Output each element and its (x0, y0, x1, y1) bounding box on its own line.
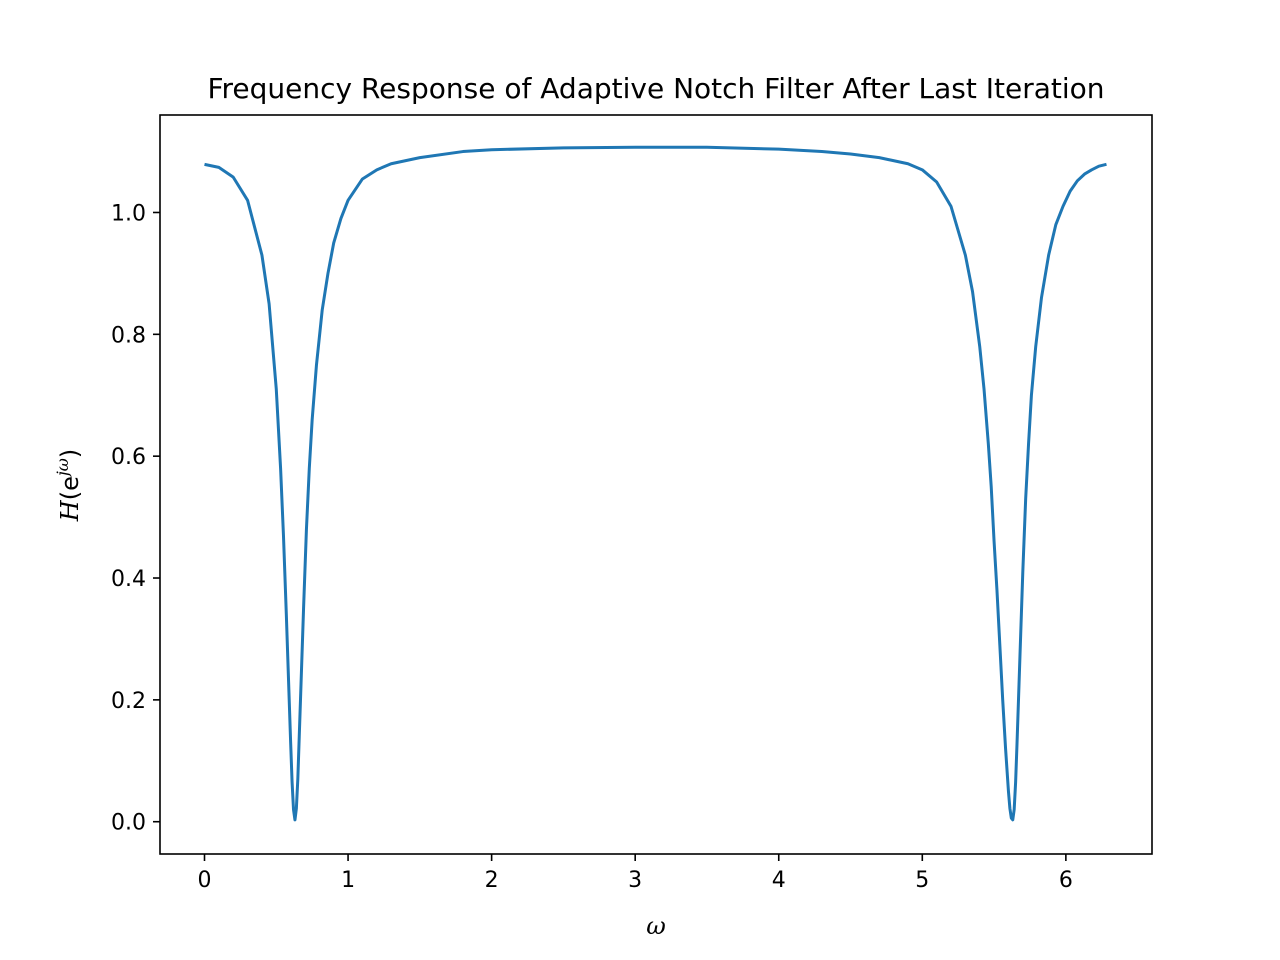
axes-frame (159, 114, 1153, 855)
y-tick-label: 0.8 (111, 323, 146, 348)
y-tick-label: 0.4 (111, 567, 146, 592)
x-tick-label: 2 (485, 868, 499, 893)
x-tick-label: 6 (1059, 868, 1073, 893)
y-axis-label-h: H (56, 499, 84, 522)
y-tick-label: 1.0 (111, 201, 146, 226)
series-line-0 (204, 145, 1107, 822)
x-axis: 0 1 2 3 4 5 6 (198, 854, 1073, 893)
y-axis-label-close: ) (56, 449, 84, 458)
y-tick-label: 0.6 (111, 445, 146, 470)
x-axis-label: ω (646, 912, 666, 940)
y-tick-label: 0.2 (111, 689, 146, 714)
chart-title: Frequency Response of Adaptive Notch Fil… (207, 72, 1104, 105)
x-tick-label: 1 (341, 868, 355, 893)
y-axis-label-sup: jω (53, 458, 72, 479)
x-tick-label: 4 (772, 868, 786, 893)
x-tick-label: 5 (915, 868, 929, 893)
y-axis-label: H(ejω) (53, 449, 84, 522)
x-tick-label: 0 (198, 868, 212, 893)
plot-area (159, 114, 1153, 855)
y-axis: 0.0 0.2 0.4 0.6 0.8 1.0 (111, 201, 160, 836)
y-tick-label: 0.0 (111, 811, 146, 836)
x-tick-label: 3 (628, 868, 642, 893)
y-axis-label-open: (e (56, 476, 84, 500)
